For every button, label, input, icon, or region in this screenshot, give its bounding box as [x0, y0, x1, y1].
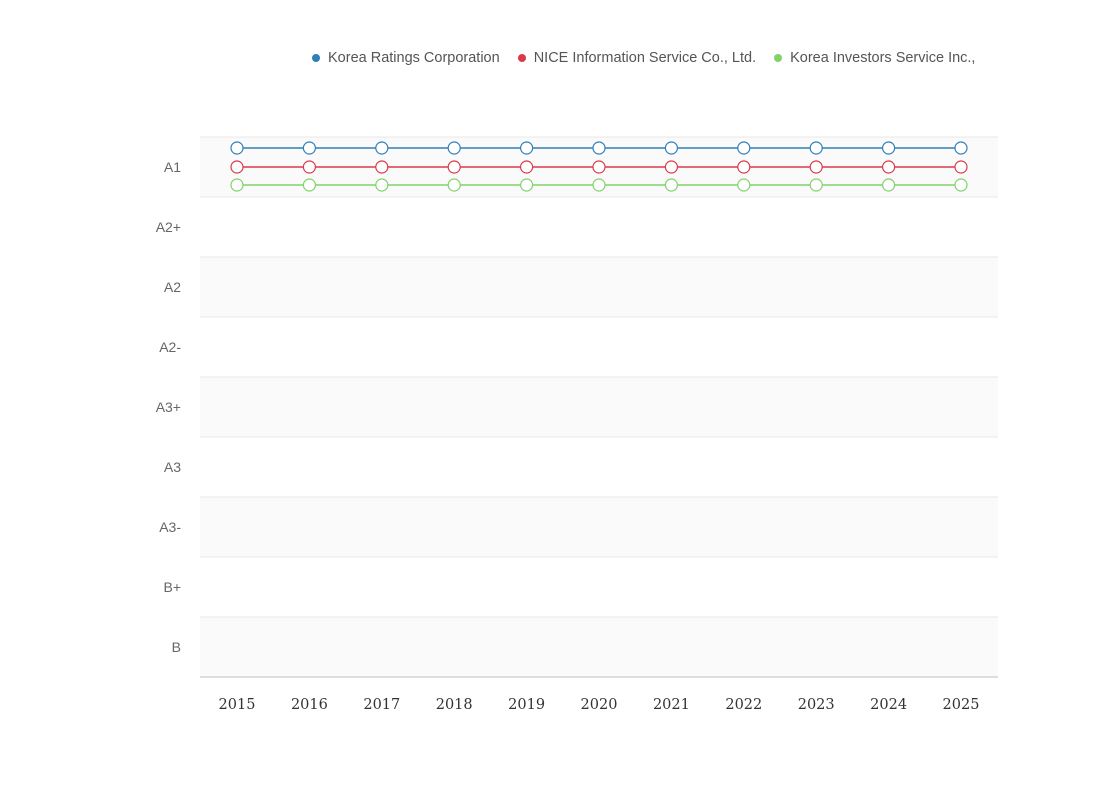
- data-point[interactable]: [881, 160, 896, 174]
- plot-band: [200, 617, 998, 677]
- legend-item-korea-investors[interactable]: Korea Investors Service Inc.,: [774, 50, 975, 66]
- data-point[interactable]: [519, 178, 534, 192]
- y-tick-label: A3-: [159, 519, 181, 535]
- plot-band: [200, 377, 998, 437]
- x-tick-label: 2017: [363, 697, 400, 713]
- legend-dot-icon: [774, 54, 783, 62]
- y-tick-label: A2: [164, 279, 181, 295]
- plot-band: [200, 317, 998, 377]
- data-point[interactable]: [664, 178, 679, 192]
- x-tick-label: 2020: [581, 697, 618, 713]
- x-tick-label: 2016: [291, 697, 328, 713]
- legend-label: NICE Information Service Co., Ltd.: [533, 50, 757, 66]
- data-point[interactable]: [954, 160, 968, 174]
- data-point[interactable]: [809, 178, 823, 192]
- y-tick-label: B+: [163, 579, 181, 595]
- plot-band: [200, 557, 998, 617]
- legend-label: Korea Investors Service Inc.,: [790, 50, 976, 66]
- data-point[interactable]: [230, 141, 244, 155]
- x-tick-label: 2022: [725, 697, 762, 713]
- y-tick-label: A2+: [156, 219, 181, 235]
- data-point[interactable]: [375, 141, 389, 155]
- legend-item-korea-ratings[interactable]: Korea Ratings Corporation: [312, 50, 500, 66]
- data-point[interactable]: [809, 160, 823, 174]
- data-point[interactable]: [592, 141, 606, 155]
- data-point[interactable]: [447, 160, 461, 174]
- y-tick-label: A3: [164, 459, 181, 475]
- y-tick-label: B: [172, 639, 181, 655]
- x-tick-label: 2024: [870, 697, 907, 713]
- y-tick-label: A3+: [156, 399, 181, 415]
- data-point[interactable]: [230, 178, 244, 192]
- data-point[interactable]: [664, 141, 679, 155]
- data-point[interactable]: [954, 178, 968, 192]
- data-point[interactable]: [519, 160, 534, 174]
- legend-label: Korea Ratings Corporation: [328, 50, 500, 66]
- legend-dot-icon: [517, 54, 526, 62]
- x-tick-label: 2015: [219, 697, 256, 713]
- data-point[interactable]: [592, 178, 606, 192]
- plot-band: [200, 257, 998, 317]
- data-point[interactable]: [519, 141, 534, 155]
- y-tick-label: A2-: [159, 339, 181, 355]
- data-point[interactable]: [302, 178, 316, 192]
- legend-dot-icon: [312, 54, 320, 62]
- x-tick-label: 2023: [798, 697, 835, 713]
- x-tick-label: 2021: [653, 697, 690, 713]
- plot-band: [200, 437, 998, 497]
- data-point[interactable]: [881, 178, 896, 192]
- data-point[interactable]: [375, 178, 389, 192]
- data-point[interactable]: [447, 141, 461, 155]
- data-point[interactable]: [302, 160, 316, 174]
- data-point[interactable]: [737, 141, 751, 155]
- data-point[interactable]: [592, 160, 606, 174]
- data-point[interactable]: [737, 178, 751, 192]
- x-tick-label: 2019: [508, 697, 545, 713]
- plot-band: [200, 197, 998, 257]
- plot-band: [200, 497, 998, 557]
- data-point[interactable]: [302, 141, 316, 155]
- x-tick-label: 2018: [436, 697, 473, 713]
- data-point[interactable]: [809, 141, 823, 155]
- data-point[interactable]: [375, 160, 389, 174]
- data-point[interactable]: [230, 160, 244, 174]
- data-point[interactable]: [664, 160, 679, 174]
- data-point[interactable]: [954, 141, 968, 155]
- x-tick-label: 2025: [943, 697, 980, 713]
- y-tick-label: A1: [164, 159, 181, 175]
- legend: Korea Ratings Corporation NICE Informati…: [312, 47, 993, 69]
- legend-item-nice[interactable]: NICE Information Service Co., Ltd.: [517, 50, 757, 66]
- data-point[interactable]: [737, 160, 751, 174]
- data-point[interactable]: [881, 141, 896, 155]
- data-point[interactable]: [447, 178, 461, 192]
